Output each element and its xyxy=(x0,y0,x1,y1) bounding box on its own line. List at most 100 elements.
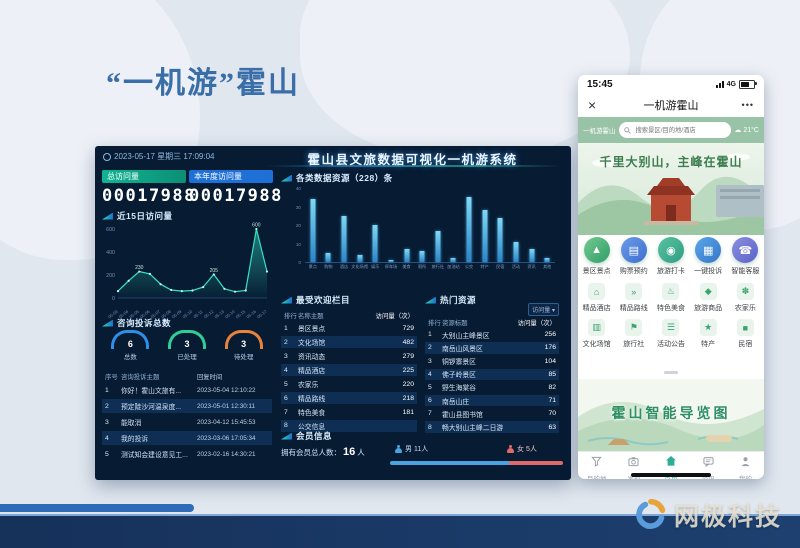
bar: 购物 xyxy=(321,188,337,269)
app-grid-item[interactable]: ◆ 旅游商品 xyxy=(690,283,727,313)
bar: 酒店 xyxy=(336,188,352,269)
app-grid-icon: ★ xyxy=(699,319,717,336)
table-row: 5 野生海棠谷 82 xyxy=(428,383,556,393)
total-visits-stat: 总访问量 xyxy=(102,170,186,183)
sort-dropdown[interactable]: 访问量 ▾ xyxy=(528,303,559,316)
mobile-app-mockup: 15:45 4G × 一机游霍山 ••• 一机游霍山 xyxy=(578,75,764,479)
svg-text:205: 205 xyxy=(210,268,219,274)
svg-text:05-04: 05-04 xyxy=(118,308,130,319)
app-grid-item[interactable]: ■ 民宿 xyxy=(727,319,764,349)
year-visits-value: 00017988 xyxy=(189,186,283,206)
tab-discover[interactable]: 发现 xyxy=(615,452,652,479)
search-bar[interactable] xyxy=(618,122,732,138)
header-divider xyxy=(265,165,561,167)
tab-destination[interactable]: 目的地 xyxy=(578,452,615,479)
more-icon[interactable]: ••• xyxy=(741,100,754,110)
funnel-icon xyxy=(591,456,602,467)
year-visits-stat: 本年度访问量 xyxy=(189,170,273,183)
table-row: 6 精品路线 218 xyxy=(281,391,417,405)
svg-text:05-17: 05-17 xyxy=(256,308,268,319)
bar: 加油站 xyxy=(446,188,462,269)
bar: 公交 xyxy=(461,188,477,269)
svg-text:400: 400 xyxy=(106,250,115,256)
svg-text:600: 600 xyxy=(106,227,115,233)
bar: 景点 xyxy=(305,188,321,269)
app-grid-item[interactable]: ♨ 特色美食 xyxy=(652,283,689,313)
swirl-logo-icon xyxy=(636,498,666,529)
table-row: 1 大别山主峰景区 256 xyxy=(428,331,556,340)
complaint-row: 1 你好！霍山文旅有... 2023-05-04 12:10:22 xyxy=(105,386,256,396)
complaints-table: 序号 咨询投诉主题 回复时间 1 你好！霍山文旅有... 2023-05-04 … xyxy=(102,370,272,463)
tab-home[interactable]: 首页 xyxy=(652,452,689,479)
search-input[interactable] xyxy=(633,125,727,135)
gauge-arc: 6 xyxy=(111,330,150,349)
app-grid-item[interactable]: ▤ 购票预约 xyxy=(615,237,652,276)
app-grid-item[interactable]: ◉ 旅游打卡 xyxy=(652,237,689,276)
app-grid-icon: ◆ xyxy=(699,283,717,300)
popular-sections-title: 最受欢迎栏目 xyxy=(281,294,417,306)
app-title: 一机游霍山 xyxy=(643,100,699,112)
svg-text:05-15: 05-15 xyxy=(235,308,247,319)
app-grid-item[interactable]: ☰ 活动公告 xyxy=(652,319,689,349)
table-row: 6 南岳山庄 71 xyxy=(425,394,559,407)
bar: 民宿 xyxy=(493,188,509,269)
chat-icon xyxy=(703,457,714,468)
app-grid-icon: ▥ xyxy=(588,319,606,336)
hot-resources-table: 热门资源 访问量 ▾ 排行 资源标题 访问量（次） 1 大别山主峰景区 256 xyxy=(425,294,559,435)
app-grid-item[interactable]: ▦ 一键投诉 xyxy=(690,237,727,276)
bar: 厕所 xyxy=(414,188,430,269)
svg-text:05-07: 05-07 xyxy=(150,308,162,319)
network-label: 4G xyxy=(726,80,736,88)
app-grid-item[interactable]: ▲ 景区景点 xyxy=(578,237,615,276)
battery-icon xyxy=(739,79,757,89)
app-grid-item[interactable]: ✽ 农家乐 xyxy=(727,283,764,313)
app-grid-icon: ⌂ xyxy=(588,283,606,300)
app-grid-item[interactable]: ⚑ 旅行社 xyxy=(615,319,652,349)
bar: 停车场 xyxy=(383,188,399,269)
members-gender-bar xyxy=(390,461,563,465)
app-grid-icon: ☎ xyxy=(732,237,759,263)
svg-text:05-12: 05-12 xyxy=(203,308,215,319)
svg-text:05-08: 05-08 xyxy=(160,308,172,319)
tab-profile[interactable]: 我的 xyxy=(727,452,764,479)
gauge-processed: 3 已处理 xyxy=(159,330,216,361)
svg-text:230: 230 xyxy=(135,265,144,271)
footer-band xyxy=(0,514,800,548)
banner[interactable]: 千里大别山，主峰在霍山 xyxy=(578,143,764,235)
table-row: 4 佛子岭景区 85 xyxy=(425,368,559,380)
app-grid-icon: ☰ xyxy=(662,319,680,336)
bar-chart-bars: 景点 购物 酒店 文化场馆 娱乐 停车场 美食 厕所 旅行社 加油站 公交 特产 民宿 活动 资讯 其他 xyxy=(305,188,555,269)
grid-page-indicator xyxy=(664,371,678,374)
app-grid-item[interactable]: ☎ 智能客服 xyxy=(727,237,764,276)
complaint-row: 5 测试知会建设意见工... 2023-02-16 14:30:21 xyxy=(105,450,256,460)
male-person-icon xyxy=(395,445,402,453)
page-title: “一机游”霍山 xyxy=(106,67,300,100)
total-visits-value: 00017988 xyxy=(102,186,196,206)
members-male-legend: 男 11人 xyxy=(395,444,428,454)
company-name: 网极科技 xyxy=(674,503,783,531)
app-grid-item[interactable]: ⌂ 精品酒店 xyxy=(578,283,615,313)
resources-chart-title: 各类数据资源（228）条 xyxy=(281,172,393,184)
svg-text:05-09: 05-09 xyxy=(171,308,183,319)
female-bar-segment xyxy=(508,461,563,465)
home-icon xyxy=(666,456,676,466)
app-grid-item[interactable]: » 精品路线 xyxy=(615,283,652,313)
smart-guide-map-section[interactable]: 霍山智能导览图 xyxy=(578,379,764,451)
footer-accent-bar xyxy=(0,504,194,512)
svg-text:05-06: 05-06 xyxy=(139,308,151,319)
app-grid-item[interactable]: ★ 特产 xyxy=(690,319,727,349)
gauge-arc: 3 xyxy=(224,330,263,349)
complaints-title: 咨询投诉总数 xyxy=(102,317,171,329)
close-icon[interactable]: × xyxy=(588,97,597,113)
map-illustration xyxy=(578,401,764,451)
map-section-title: 霍山智能导览图 xyxy=(611,407,731,422)
resources-bar-chart: 0 10 20 30 40 景点 购物 酒店 文化场馆 娱乐 停车场 美食 厕所 旅行社 加油站 公交 特产民… xyxy=(293,186,555,284)
tab-news[interactable]: 资讯 xyxy=(690,452,727,479)
app-grid-item[interactable]: ▥ 文化场馆 xyxy=(578,319,615,349)
app-grid-icon: ▲ xyxy=(583,237,610,263)
table-row: 2 文化场馆 482 xyxy=(281,335,417,349)
complaint-row: 3 能取消 2023-04-12 15:45:53 xyxy=(105,418,256,428)
app-grid-icon: ■ xyxy=(736,319,754,336)
